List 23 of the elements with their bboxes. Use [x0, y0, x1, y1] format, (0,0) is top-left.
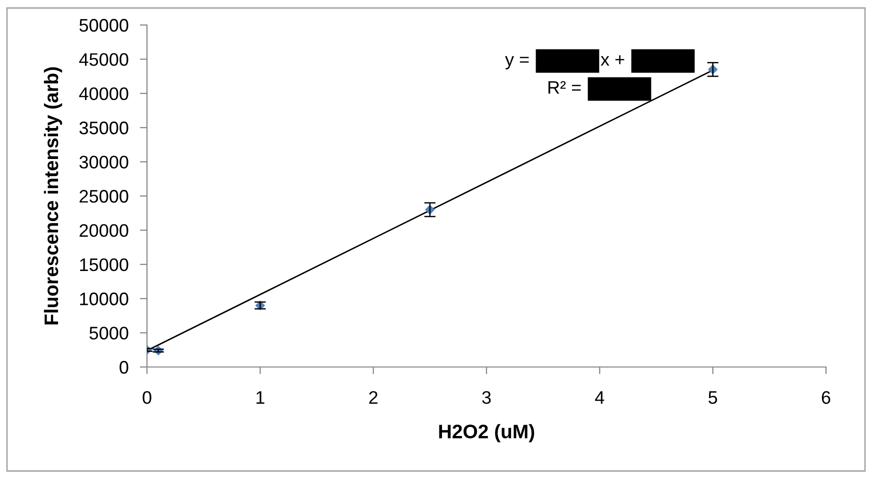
y-tick-label: 20000: [80, 224, 128, 237]
y-tick-label: 5000: [90, 326, 128, 340]
x-tick-label: 0: [142, 391, 152, 404]
y-axis-title: Fluorescence intensity (arb): [44, 67, 62, 324]
x-axis-title: H2O2 (uM): [439, 424, 534, 442]
x-tick-label: 3: [482, 391, 491, 404]
y-tick-label: 15000: [80, 258, 128, 272]
x-tick-label: 1: [256, 391, 264, 404]
y-tick-label: 35000: [79, 122, 128, 134]
annotation: x +: [600, 55, 624, 66]
annotation: R² =: [548, 81, 581, 94]
x-tick-label: 2: [369, 391, 378, 404]
x-tick-label: 6: [822, 391, 830, 404]
y-tick-label: 30000: [79, 156, 128, 169]
y-tick-label: 45000: [79, 53, 128, 66]
x-tick-label: 5: [708, 391, 718, 404]
y-tick-label: 0: [120, 360, 128, 374]
y-tick-label: 10000: [80, 292, 128, 306]
y-tick-label: 25000: [80, 190, 128, 203]
x-tick-label: 4: [595, 391, 604, 404]
y-tick-label: 50000: [79, 18, 128, 32]
y-tick-label: 40000: [79, 87, 128, 100]
annotation: y =: [505, 56, 529, 70]
